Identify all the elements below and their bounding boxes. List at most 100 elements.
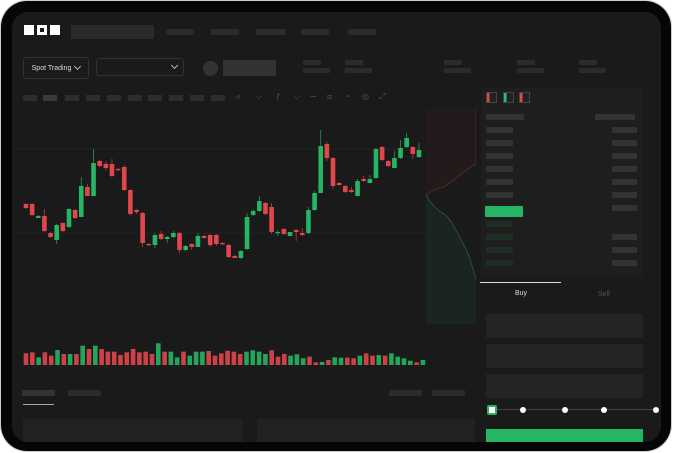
candle-body: [306, 210, 311, 233]
timeframe-button[interactable]: [211, 95, 225, 101]
indicator-icon[interactable]: ⩘: [235, 92, 240, 101]
candle-body: [330, 158, 336, 186]
tab-sell[interactable]: Sell: [598, 291, 610, 298]
volume-bar: [250, 350, 256, 365]
nav-item[interactable]: [301, 29, 329, 35]
volume-bar: [36, 357, 41, 365]
amount-input[interactable]: [486, 344, 643, 368]
candle-body: [97, 161, 102, 166]
candle-body: [336, 183, 342, 185]
candle-body: [269, 207, 274, 232]
orderbook-asks-icon[interactable]: [519, 92, 530, 103]
buy-button[interactable]: [486, 429, 643, 442]
slider-step-50[interactable]: [562, 407, 568, 413]
filter-button[interactable]: [389, 390, 422, 396]
stat-value: [444, 68, 471, 73]
search-bar[interactable]: [71, 25, 154, 39]
slider-step-25[interactable]: [520, 407, 526, 413]
ask-price: [486, 179, 513, 185]
timeframe-button[interactable]: [148, 95, 162, 101]
chevron-down-icon: [74, 62, 82, 71]
candle-body: [201, 236, 207, 238]
price-input[interactable]: [486, 314, 643, 338]
orderbook-bids-icon[interactable]: [503, 92, 514, 103]
candle-body: [158, 234, 164, 239]
nav-item[interactable]: [348, 29, 376, 35]
candle-body: [318, 146, 324, 193]
timeframe-button[interactable]: [128, 95, 142, 101]
nav-item[interactable]: [166, 29, 194, 35]
volume-bar: [363, 353, 369, 365]
candle-body: [300, 233, 305, 235]
timeframe-button[interactable]: [86, 95, 100, 101]
candle-body: [281, 229, 287, 234]
timeframe-button[interactable]: [65, 95, 79, 101]
ruler-icon[interactable]: ⧄: [327, 92, 333, 101]
volume-bar: [338, 357, 344, 365]
line-tool-icon[interactable]: ∼: [310, 92, 317, 101]
active-tab-underline: [23, 404, 54, 405]
ask-amount: [612, 127, 637, 133]
candle-body: [355, 181, 360, 196]
candle-body: [207, 235, 213, 245]
timeframe-button[interactable]: [23, 95, 37, 101]
candle-body: [164, 237, 170, 239]
candle-body: [72, 210, 78, 218]
volume-bar: [389, 353, 394, 365]
candle-body: [226, 245, 231, 257]
candle-body: [379, 147, 385, 160]
candle-body: [146, 244, 152, 246]
orderbook-both-icon[interactable]: [486, 92, 497, 103]
bid-price: [486, 247, 513, 253]
chart-type-icon[interactable]: ⌵: [256, 92, 263, 101]
candle-body: [312, 193, 317, 210]
depth-bids-area: [426, 195, 476, 324]
tab-order-history[interactable]: [68, 390, 101, 396]
volume-bar: [42, 352, 48, 365]
spot-trading-dropdown[interactable]: Spot Trading: [23, 57, 89, 79]
nav-item[interactable]: [211, 29, 239, 35]
candle-body: [103, 164, 109, 168]
orders-panel: [23, 419, 242, 442]
candle-body: [232, 256, 238, 258]
tab-open-orders[interactable]: [22, 390, 55, 396]
slider-step-0[interactable]: [487, 405, 497, 415]
tab-buy[interactable]: Buy: [515, 290, 528, 297]
pair-dropdown[interactable]: [96, 58, 184, 76]
volume-bar: [326, 360, 331, 365]
candle-body: [35, 216, 41, 218]
candlestick-chart[interactable]: [16, 109, 426, 371]
fx-icon[interactable]: ƒ: [276, 92, 281, 101]
stat-label: [303, 60, 321, 65]
filter-button[interactable]: [432, 390, 465, 396]
nav-item[interactable]: [256, 29, 286, 35]
slider-step-100[interactable]: [653, 407, 659, 413]
volume-bar: [105, 351, 111, 365]
volume-bar: [80, 345, 85, 365]
slider-step-75[interactable]: [601, 407, 607, 413]
total-input[interactable]: [486, 374, 643, 398]
volume-bar: [307, 356, 312, 365]
amount-slider-track[interactable]: [490, 409, 658, 410]
fullscreen-icon[interactable]: ⤢: [379, 92, 386, 101]
chevron-down-icon[interactable]: ⌵: [294, 92, 301, 101]
ask-amount: [612, 166, 637, 172]
ask-amount: [612, 140, 637, 146]
timeframe-button[interactable]: [43, 95, 57, 101]
timeframe-button[interactable]: [107, 95, 121, 101]
volume-bar: [137, 352, 142, 365]
stat-value: [345, 68, 372, 73]
chevron-down-icon: [170, 61, 179, 70]
volume-bar: [219, 353, 224, 365]
candle-body: [275, 232, 281, 234]
candle-body: [23, 204, 29, 208]
okx-logo[interactable]: [24, 25, 60, 35]
settings-icon[interactable]: ◎: [362, 92, 369, 101]
timeframe-button[interactable]: [190, 95, 204, 101]
camera-icon[interactable]: ◔: [345, 92, 350, 101]
timeframe-button[interactable]: [169, 95, 183, 101]
candle-body: [404, 138, 409, 147]
candle-body: [171, 233, 176, 237]
candle-body: [128, 190, 133, 214]
stat-value: [303, 68, 330, 73]
